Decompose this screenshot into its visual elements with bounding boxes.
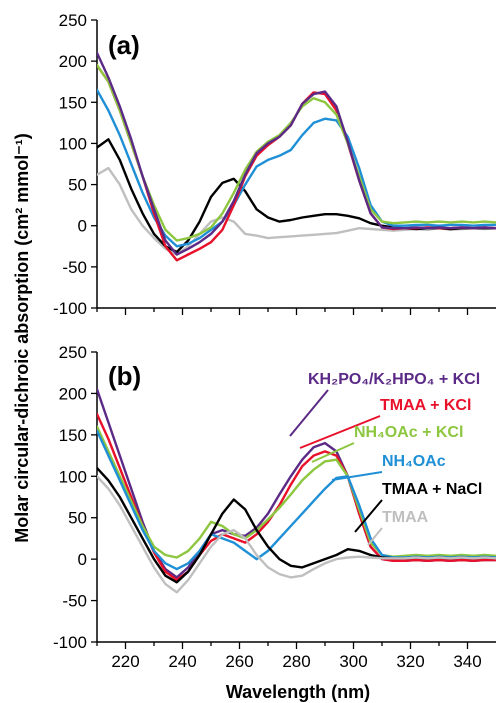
y-tick-label: -100 xyxy=(53,633,87,652)
x-tick-label: 300 xyxy=(339,652,367,671)
legend-leader-0 xyxy=(290,390,328,436)
series-group xyxy=(97,53,496,260)
y-tick-label: -50 xyxy=(62,592,87,611)
x-tick-label: 340 xyxy=(453,652,481,671)
x-tick-label: 240 xyxy=(168,652,196,671)
x-axis-title: Wavelength (nm) xyxy=(226,682,370,702)
legend-label-3: NH₄OAc xyxy=(382,453,446,470)
series-line-3 xyxy=(97,65,496,260)
y-tick-label: 100 xyxy=(59,134,87,153)
legend: KH₂PO₄/K₂HPO₄ + KCl TMAA + KCl NH₄OAc + KC… xyxy=(290,371,482,545)
y-tick-label: 50 xyxy=(68,509,87,528)
legend-label-0: KH₂PO₄/K₂HPO₄ + KCl xyxy=(308,371,480,388)
y-tick-label: 0 xyxy=(78,217,87,236)
y-tick-label: 0 xyxy=(78,550,87,569)
y-tick-label: -100 xyxy=(53,299,87,318)
legend-leader-3 xyxy=(332,472,382,480)
panel-b: (b) -100 -50 0 50 100 150 200 250 220 240 260 280 30… xyxy=(53,343,496,671)
legend-label-5: TMAA xyxy=(382,509,429,526)
x-tick-label: 220 xyxy=(111,652,139,671)
legend-label-1: TMAA + KCl xyxy=(380,397,471,414)
y-tick-label: 100 xyxy=(59,467,87,486)
panel-a: (a) -100 -50 0 50 100 150 200 250 xyxy=(53,11,496,318)
y-tick-label: 250 xyxy=(59,11,87,30)
y-tick-label: 200 xyxy=(59,52,87,71)
legend-label-4: TMAA + NaCl xyxy=(382,481,482,498)
legend-label-2: NH₄OAc + KCl xyxy=(354,424,463,441)
y-axis-title: Molar circular-dichroic absorption (cm² … xyxy=(12,133,32,543)
y-tick-label: 250 xyxy=(59,343,87,362)
x-tick-label: 280 xyxy=(282,652,310,671)
x-tick-label: 260 xyxy=(225,652,253,671)
panel-b-label: (b) xyxy=(108,361,141,391)
y-tick-label: 150 xyxy=(59,93,87,112)
y-tick-label: 150 xyxy=(59,426,87,445)
y-tick-label: 50 xyxy=(68,176,87,195)
y-tick-label: 200 xyxy=(59,384,87,403)
panel-a-label: (a) xyxy=(108,30,140,60)
x-tick-label: 320 xyxy=(396,652,424,671)
y-tick-label: -50 xyxy=(62,258,87,277)
